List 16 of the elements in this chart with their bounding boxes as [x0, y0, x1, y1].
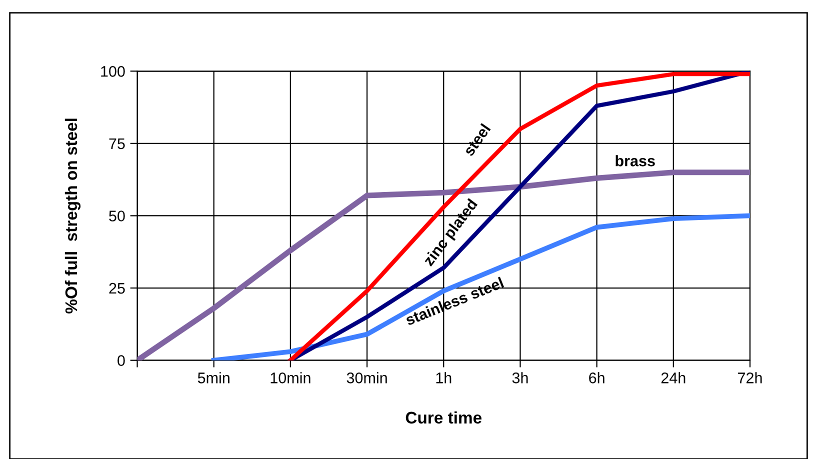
x-tick-label: 3h	[512, 372, 528, 384]
x-tick-label: 30min	[346, 372, 387, 384]
y-tick-label: 100	[101, 66, 125, 77]
series-label: brass	[616, 155, 655, 166]
x-tick-label: 24h	[661, 372, 686, 384]
x-axis-title: Cure time	[406, 411, 482, 424]
y-tick-label: 50	[109, 210, 125, 222]
y-axis-title: %Of full stregth on steel	[64, 118, 81, 314]
y-tick-label: 75	[109, 138, 125, 150]
x-tick-label: 10min	[270, 372, 310, 384]
y-tick-label: 0	[118, 355, 125, 366]
x-tick-label: 72h	[738, 372, 762, 384]
y-tick-label: 25	[109, 282, 125, 294]
x-tick-label: 5min	[198, 372, 230, 384]
x-tick-label: 6h	[589, 372, 604, 384]
x-tick-label: 1h	[436, 372, 452, 384]
